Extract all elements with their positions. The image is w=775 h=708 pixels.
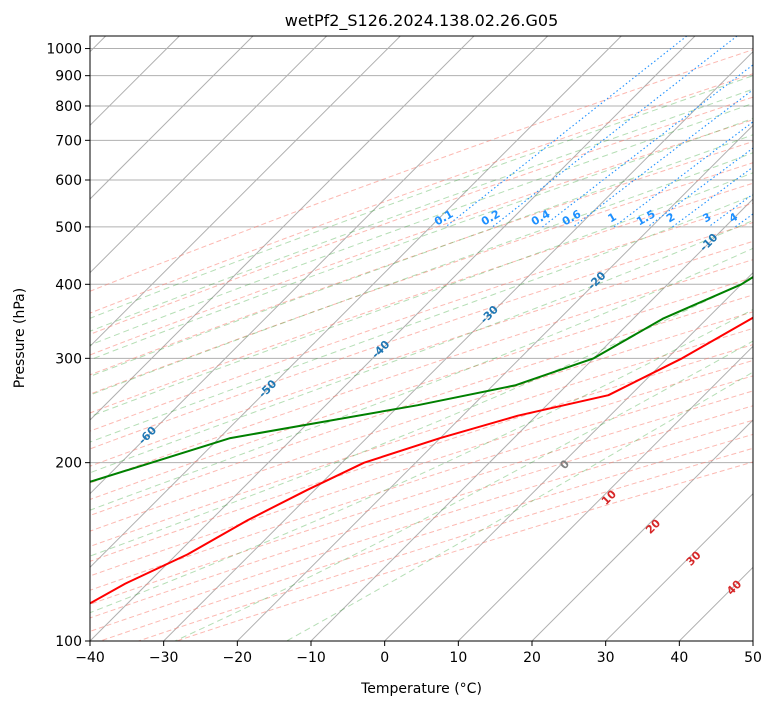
y-tick-label: 100: [55, 634, 82, 650]
y-tick-label: 700: [55, 133, 82, 149]
moist-adiabat: [90, 117, 753, 361]
skewed-isotherm: [90, 36, 549, 495]
dry-adiabat: [90, 311, 753, 532]
dry-adiabat: [90, 202, 753, 432]
y-tick-label: 200: [55, 456, 82, 472]
x-tick-label: 30: [597, 650, 615, 666]
x-tick-label: 40: [670, 650, 688, 666]
moist-adiabat: [90, 194, 753, 443]
moist-adiabat: [90, 172, 753, 418]
x-tick-label: 20: [523, 650, 541, 666]
plot-area: -100-90-80-70-60-50-40-30-20-1000.10.20.…: [90, 36, 753, 641]
x-tick-label: −30: [149, 650, 179, 666]
chart-title: wetPf2_S126.2024.138.02.26.G05: [285, 11, 559, 31]
plot-frame: [89, 35, 754, 642]
skewed-isotherm: [90, 36, 328, 274]
x-tick-label: 0: [380, 650, 389, 666]
skewed-isotherm: [90, 36, 475, 421]
dry-adiabat: [138, 447, 753, 641]
moist-adiabat: [90, 88, 753, 332]
skewed-isotherm: [384, 271, 753, 641]
skewed-isotherm: [310, 198, 753, 641]
pressure-gridlines: [90, 48, 753, 641]
y-tick-label: 500: [55, 220, 82, 236]
skewed-isotherm: [531, 419, 753, 641]
x-axis-label: Temperature (°C): [360, 681, 482, 697]
skewed-isotherm: [90, 36, 254, 200]
dry-adiabat: [90, 375, 753, 591]
x-tick-label: −20: [223, 650, 253, 666]
dry-adiabat: [90, 182, 753, 414]
dry-adiabat: [90, 327, 753, 547]
y-tick-label: 600: [55, 173, 82, 189]
dry-adiabat: [90, 119, 753, 356]
mixing-ratio-line: [492, 36, 738, 228]
dry-adiabat: [90, 240, 753, 467]
y-tick-label: 300: [55, 351, 82, 367]
skewed-isotherm: [90, 36, 696, 641]
mixing-ratio-line: [672, 166, 753, 228]
y-axis-label: Pressure (hPa): [12, 288, 28, 388]
y-tick-label: 900: [55, 69, 82, 85]
mixing-ratio-line: [542, 64, 753, 228]
dry-adiabat: [90, 390, 753, 605]
skewed-isotherm: [605, 492, 753, 641]
skewed-isotherm: [236, 124, 753, 641]
dry-adiabat: [90, 276, 753, 500]
x-tick-label: −40: [75, 650, 105, 666]
skewed-isotherm: [90, 36, 622, 569]
moist-adiabat: [90, 152, 753, 396]
dewpoint-profile: [90, 275, 753, 483]
x-tick-label: 10: [449, 650, 467, 666]
skewed-isotherms: [90, 36, 753, 641]
y-tick-label: 400: [55, 277, 82, 293]
dry-adiabat: [90, 162, 753, 395]
dry-adiabat: [90, 359, 753, 577]
y-axis-ticks: 1000 900 800 700 600 500 400 300 200 100: [46, 42, 90, 650]
mixing-ratio-lines: [445, 36, 753, 228]
mixing-ratio-line: [572, 89, 753, 228]
sounding-profiles: [90, 275, 753, 605]
x-tick-label: 50: [744, 650, 762, 666]
dry-adiabat: [90, 140, 753, 376]
moist-adiabat: [90, 75, 753, 319]
skewed-isotherm: [90, 36, 401, 348]
y-tick-label: 1000: [46, 42, 82, 58]
skewed-isotherm: [457, 345, 753, 641]
y-tick-label: 800: [55, 99, 82, 115]
dry-adiabats: [90, 49, 753, 641]
moist-adiabat: [90, 277, 753, 557]
skewed-isotherm: [163, 50, 753, 641]
x-tick-label: −10: [296, 650, 326, 666]
dry-adiabat: [90, 344, 753, 562]
x-axis-ticks: −40 −30 −20 −10 0 10 20 30 40 50: [75, 641, 762, 666]
temperature-profile: [90, 316, 753, 605]
moist-adiabats: [90, 75, 753, 641]
dry-adiabat: [176, 461, 753, 641]
